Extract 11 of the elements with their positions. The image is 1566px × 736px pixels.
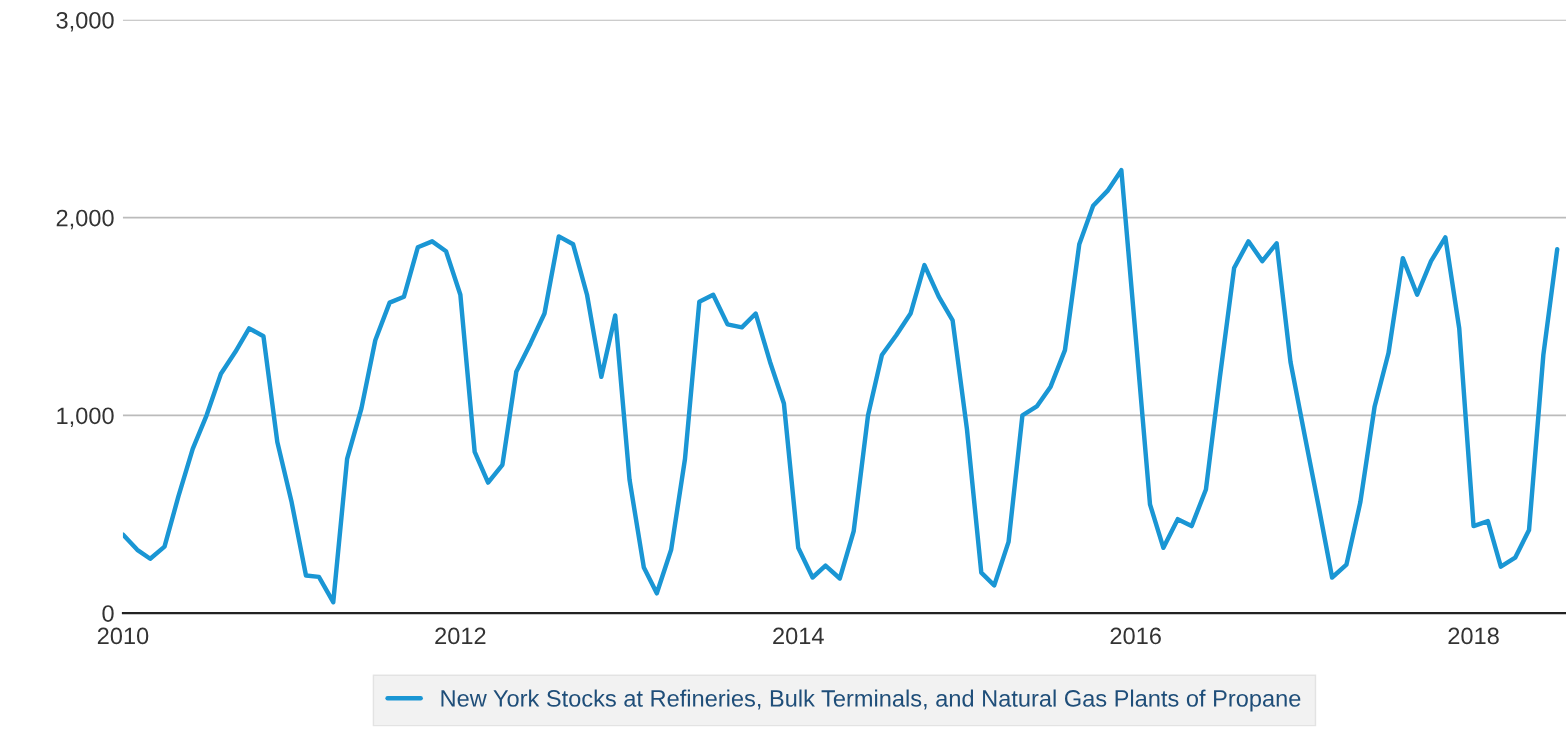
y-tick-label: 2,000 (56, 209, 114, 230)
x-tick-label: 2014 (773, 627, 824, 645)
line-series (122, 167, 1560, 605)
y-tick-label: 0 (102, 605, 114, 622)
y-tick-label: 3,000 (56, 11, 114, 32)
y-tick-label: 1,000 (57, 407, 114, 427)
x-tick-label: 2016 (1110, 627, 1161, 645)
x-tick-label: 2012 (435, 627, 486, 645)
x-tick-label: 2010 (97, 627, 149, 645)
x-tick-label: 2018 (1448, 627, 1499, 645)
legend-label: New York Stocks at Refineries, Bulk Terminals, and Natural Gas Plants of Propane (441, 689, 1301, 712)
